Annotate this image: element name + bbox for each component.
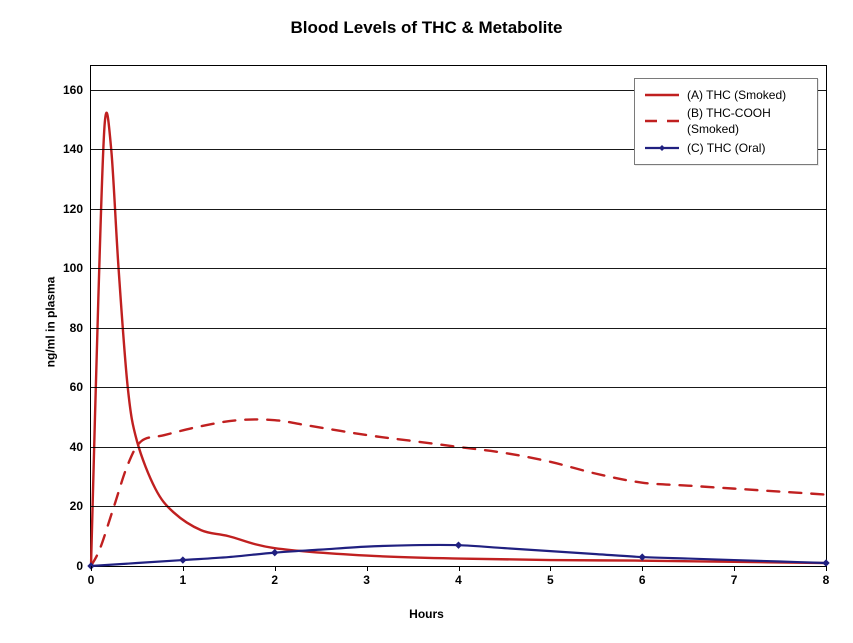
gridline bbox=[91, 387, 826, 388]
chart-container: Blood Levels of THC & Metabolite ng/ml i… bbox=[0, 0, 853, 643]
gridline bbox=[91, 268, 826, 269]
y-tick-label: 20 bbox=[70, 499, 91, 513]
series-marker-C bbox=[180, 557, 186, 563]
x-tick-label: 5 bbox=[547, 566, 554, 587]
x-tick-label: 4 bbox=[455, 566, 462, 587]
legend-swatch bbox=[645, 141, 679, 155]
y-tick-label: 100 bbox=[63, 261, 91, 275]
y-tick-label: 160 bbox=[63, 83, 91, 97]
series-marker-C bbox=[456, 542, 462, 548]
gridline bbox=[91, 209, 826, 210]
x-tick-label: 1 bbox=[180, 566, 187, 587]
series-marker-C bbox=[272, 550, 278, 556]
series-line-A bbox=[91, 113, 826, 566]
y-tick-label: 40 bbox=[70, 440, 91, 454]
x-axis-label: Hours bbox=[0, 607, 853, 621]
y-tick-label: 120 bbox=[63, 202, 91, 216]
gridline bbox=[91, 506, 826, 507]
legend-label: (A) THC (Smoked) bbox=[687, 87, 786, 103]
x-tick-label: 2 bbox=[271, 566, 278, 587]
x-tick-label: 0 bbox=[88, 566, 95, 587]
legend-item: (A) THC (Smoked) bbox=[645, 87, 807, 103]
y-tick-label: 80 bbox=[70, 321, 91, 335]
legend-label: (B) THC-COOH (Smoked) bbox=[687, 105, 807, 137]
x-tick-label: 3 bbox=[363, 566, 370, 587]
y-axis-label: ng/ml in plasma bbox=[43, 276, 57, 367]
legend-label: (C) THC (Oral) bbox=[687, 140, 765, 156]
x-tick-label: 8 bbox=[823, 566, 830, 587]
legend-swatch bbox=[645, 114, 679, 128]
y-tick-label: 140 bbox=[63, 142, 91, 156]
legend-item: (B) THC-COOH (Smoked) bbox=[645, 105, 807, 137]
legend-swatch bbox=[645, 88, 679, 102]
gridline bbox=[91, 447, 826, 448]
gridline bbox=[91, 328, 826, 329]
chart-title: Blood Levels of THC & Metabolite bbox=[0, 18, 853, 38]
legend: (A) THC (Smoked) (B) THC-COOH (Smoked) (C)… bbox=[634, 78, 818, 165]
legend-item: (C) THC (Oral) bbox=[645, 140, 807, 156]
x-tick-label: 7 bbox=[731, 566, 738, 587]
x-tick-label: 6 bbox=[639, 566, 646, 587]
y-tick-label: 60 bbox=[70, 380, 91, 394]
series-marker-C bbox=[639, 554, 645, 560]
